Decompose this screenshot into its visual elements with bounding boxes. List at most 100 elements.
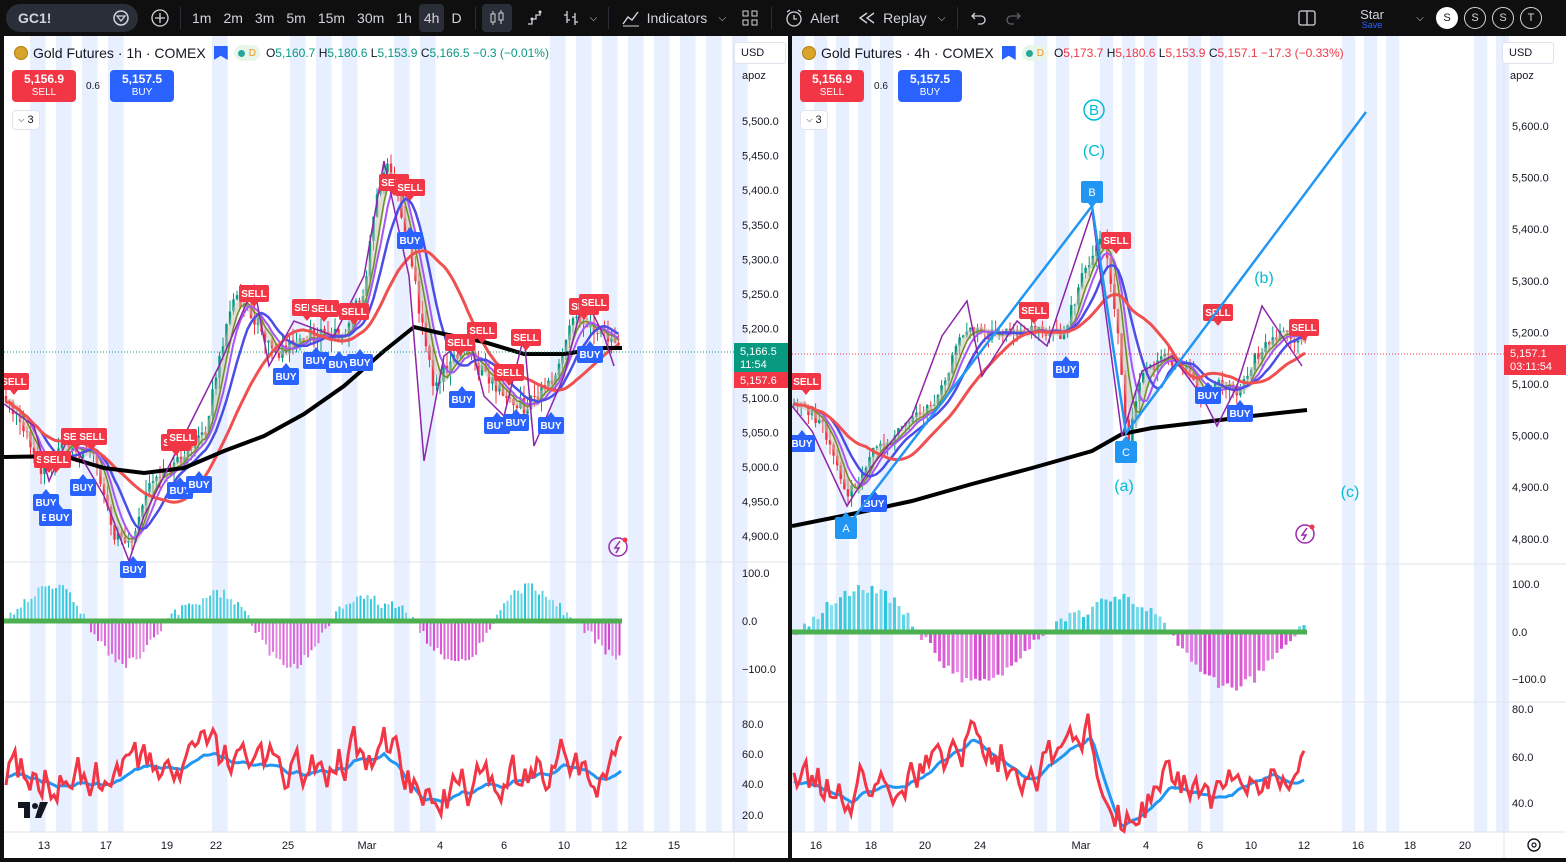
chart-canvas-4h[interactable]: 5,600.0 5,500.0 5,400.0 5,300.0 5,200.0 5,100…	[792, 36, 1566, 858]
buy-button[interactable]: 5,157.5 BUY	[110, 70, 174, 102]
oscillator-bar	[317, 621, 320, 644]
wave-pivot-marker	[835, 517, 857, 539]
oscillator-bar	[1104, 599, 1108, 632]
replay-dropdown[interactable]: ⌵	[933, 4, 951, 32]
high-value: 5,180.6	[1115, 46, 1156, 60]
save-link[interactable]: Save	[1361, 19, 1383, 30]
compare-icon[interactable]	[112, 9, 130, 27]
panel-divider[interactable]	[788, 36, 792, 862]
bookmark-flag-icon[interactable]	[1001, 46, 1016, 60]
layouts-button[interactable]	[735, 4, 765, 32]
bars-chart-type-button[interactable]	[556, 4, 586, 32]
chart-type-dropdown[interactable]: ⌵	[586, 4, 602, 32]
replay-button[interactable]: Replay	[851, 4, 933, 32]
oscillator-bar	[254, 621, 257, 633]
session-shade	[1056, 36, 1070, 832]
legend-1h: Gold Futures · 1h · COMEX D O5,160.7 H5,…	[14, 45, 549, 61]
buy-button[interactable]: 5,157.5 BUY	[898, 70, 962, 102]
oscillator-bar	[1068, 612, 1072, 632]
account-button-3[interactable]: T	[1520, 7, 1542, 29]
indicators-dropdown[interactable]: ⌵	[713, 4, 731, 32]
chart-panel-4h[interactable]: 5,600.0 5,500.0 5,400.0 5,300.0 5,200.0 5,100…	[792, 36, 1566, 858]
indicator-collapse-button[interactable]: ⌵ 3	[800, 110, 828, 130]
interval-3m[interactable]: 3m	[254, 10, 275, 26]
alert-button[interactable]: Alert	[778, 4, 845, 32]
interval-1m[interactable]: 1m	[192, 10, 212, 26]
redo-button[interactable]	[998, 4, 1028, 32]
layout-toggle-button[interactable]	[1292, 4, 1322, 32]
oscillator-bar	[870, 585, 874, 632]
oscillator-bar	[513, 590, 516, 621]
price-tick-label: 4,900.0	[742, 531, 779, 543]
oscillator-bar	[373, 595, 376, 621]
oscillator-bar	[1284, 632, 1288, 645]
rsi-tick-label: 80.0	[742, 719, 763, 731]
interval-2m[interactable]: 2m	[223, 10, 243, 26]
oscillator-bar	[875, 593, 878, 632]
account-button-0[interactable]: S	[1436, 7, 1458, 29]
oscillator-bar	[587, 621, 589, 631]
sell-button[interactable]: 5,156.9 SELL	[800, 70, 864, 102]
bookmark-flag-icon[interactable]	[213, 46, 228, 60]
buy-signal-label: BUY	[451, 395, 472, 406]
oscillator-bar	[275, 621, 278, 659]
add-symbol-button[interactable]	[146, 4, 174, 32]
interval-30m[interactable]: 30m	[357, 10, 385, 26]
oscillator-bar	[457, 621, 460, 662]
sell-signal-pointer	[580, 315, 588, 320]
layout-name-save[interactable]: Star Save	[1332, 7, 1412, 30]
candles-chart-type-button[interactable]	[481, 4, 512, 32]
currency-select[interactable]: USD	[734, 42, 786, 64]
indicator-collapse-button[interactable]: ⌵ 3	[12, 110, 40, 130]
lightning-icon-bolt	[1300, 527, 1308, 541]
sell-button[interactable]: 5,156.9 SELL	[12, 70, 76, 102]
oscillator-bar	[195, 603, 197, 621]
step-line-chart-type-button[interactable]	[520, 4, 550, 32]
interval-D[interactable]: D	[451, 10, 462, 26]
oscillator-bar	[160, 621, 162, 632]
sell-signal-label: SELL	[294, 303, 320, 314]
interval-15m[interactable]: 15m	[317, 10, 346, 26]
interval-4h[interactable]: 4h	[418, 4, 445, 32]
oscillator-bar	[156, 621, 159, 635]
oscillator-bar	[1266, 632, 1270, 661]
time-tick-label: 4	[437, 840, 443, 852]
chart-panel-1h[interactable]: 5,500.0 5,450.0 5,400.0 5,350.0 5,300.0 5,250…	[4, 36, 788, 858]
settings-gear-icon[interactable]	[1527, 838, 1541, 852]
indicators-label: Indicators	[646, 10, 708, 26]
candle-body	[897, 428, 900, 436]
undo-button[interactable]	[964, 4, 994, 32]
scale-label[interactable]: apoz	[742, 70, 766, 82]
candle-body	[214, 377, 218, 390]
oscillator-bar	[233, 604, 236, 621]
sell-signal	[494, 364, 524, 381]
market-status-pill[interactable]: D	[1021, 45, 1048, 61]
oscillator-bar	[929, 632, 932, 644]
interval-1h[interactable]: 1h	[396, 10, 412, 26]
sell-label: SELL	[819, 87, 845, 98]
symbol-search[interactable]: GC1!	[6, 4, 138, 32]
interval-5m[interactable]: 5m	[286, 10, 306, 26]
candle-body	[943, 380, 947, 386]
open-value: 5,160.7	[275, 46, 316, 60]
candle-body	[1138, 382, 1141, 402]
oscillator-bar	[933, 632, 937, 653]
market-status-pill[interactable]: D	[233, 45, 260, 61]
oscillator-bar	[174, 609, 176, 621]
oscillator-bar	[300, 621, 302, 665]
indicators-button[interactable]: Indicators	[615, 4, 714, 32]
divider	[607, 7, 609, 29]
candle-body	[543, 384, 547, 387]
account-button-1[interactable]: S	[1464, 7, 1486, 29]
layout-dropdown[interactable]: ⌵	[1412, 4, 1428, 32]
account-button-2[interactable]: S	[1492, 7, 1514, 29]
oscillator-bar	[146, 621, 148, 646]
chart-canvas-1h[interactable]: 5,500.0 5,450.0 5,400.0 5,350.0 5,300.0 5,250…	[4, 36, 788, 858]
oscillator-bar	[866, 592, 869, 632]
scale-label[interactable]: apoz	[1510, 70, 1534, 82]
currency-select[interactable]: USD	[1502, 42, 1554, 64]
sell-signal	[41, 451, 71, 468]
oscillator-bar	[314, 621, 316, 647]
chevron-down-icon: ⌵	[589, 12, 598, 24]
oscillator-bar	[1113, 596, 1117, 632]
